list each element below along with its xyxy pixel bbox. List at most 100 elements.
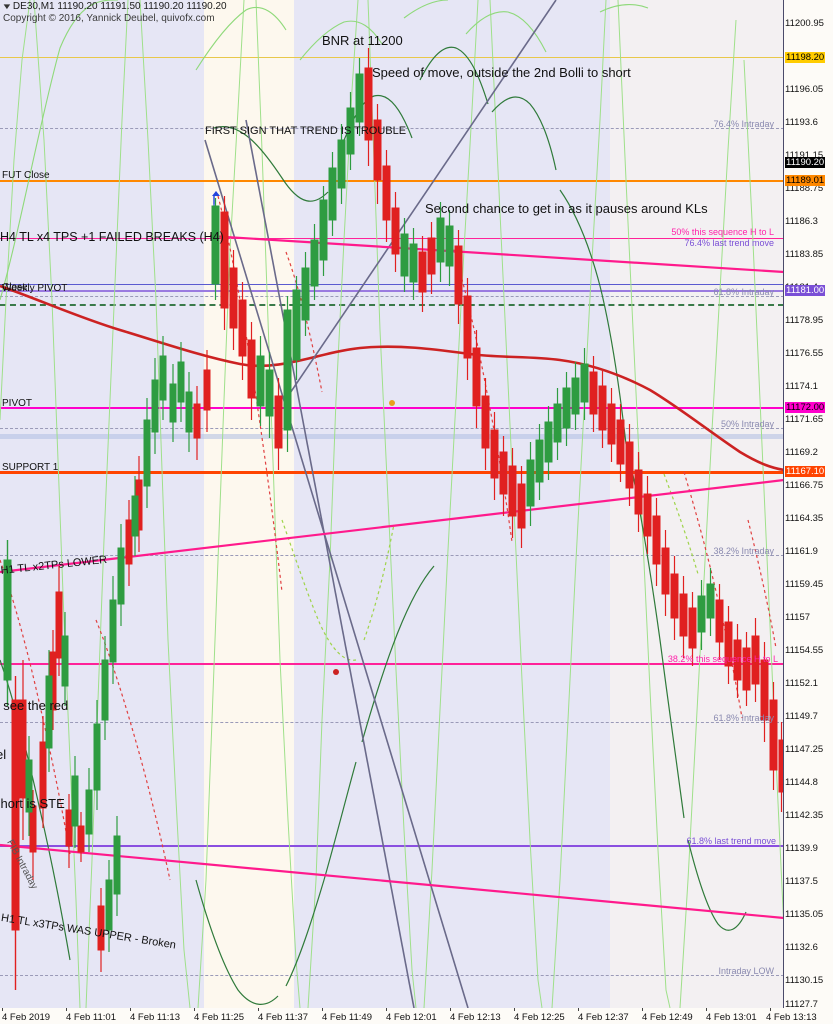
fib-label-382-intraday: 38.2% Intraday (713, 546, 774, 556)
price-axis[interactable]: 11200.95 11198.5 11196.05 11193.6 11191.… (785, 0, 833, 1010)
candlestick-series (3, 48, 784, 990)
time-tick: 4 Feb 13:13 (766, 1012, 817, 1023)
time-tick: 4 Feb 12:49 (642, 1012, 693, 1023)
chart-vector-layer (0, 0, 784, 1008)
price-tick: 11166.75 (785, 480, 824, 491)
annotation-speed-of-move: Speed of move, outside the 2nd Bolli to … (372, 65, 631, 80)
price-tag-fib764[interactable]: 11198.20 (785, 52, 826, 63)
price-tick: 11169.2 (785, 447, 818, 458)
level-line-close (0, 284, 784, 285)
gridline (0, 722, 784, 723)
fib-label-50-sequence: 50% this sequence H to L (671, 227, 774, 237)
time-tick: 4 Feb 12:37 (578, 1012, 629, 1023)
level-line-fib382-seq (0, 663, 784, 665)
bollinger-inner (0, 46, 747, 1005)
price-tick: 11127.7 (785, 999, 818, 1010)
gridline (0, 304, 784, 306)
level-line-fib764 (0, 57, 784, 58)
time-tick-mark (770, 1008, 771, 1011)
time-tick: 4 Feb 12:25 (514, 1012, 565, 1023)
time-tick-mark (130, 1008, 131, 1011)
price-tick: 11174.1 (785, 381, 818, 392)
price-tick: 11152.1 (785, 678, 818, 689)
time-tick: 4 Feb 11:37 (258, 1012, 309, 1023)
price-tick: 11147.25 (785, 744, 824, 755)
gridline (0, 296, 784, 297)
time-tick-mark (2, 1008, 3, 1011)
price-tick: 11188.75 (785, 183, 824, 194)
time-axis[interactable]: 4 Feb 2019 4 Feb 11:01 4 Feb 11:13 4 Feb… (0, 1008, 833, 1024)
price-tick: 11157 (785, 612, 811, 623)
time-tick-mark (514, 1008, 515, 1011)
price-tick: 11196.05 (785, 84, 824, 95)
price-tick: 11154.55 (785, 645, 824, 656)
price-tick: 11164.35 (785, 513, 824, 524)
price-tick: 11171.65 (785, 414, 824, 425)
price-tag-fut-close[interactable]: 11189.01 (785, 175, 826, 186)
annotation-first-sign: FIRST SIGN THAT TREND IS TROUBLE (205, 125, 407, 137)
annotation-bnr: BNR at 11200 (322, 33, 403, 48)
chart-plot-area[interactable]: FUT Close H4 TL x4 TPS +1 FAILED BREAKS … (0, 0, 784, 1008)
price-tag-pivot[interactable]: 11172.00 (785, 402, 826, 413)
annotation-i-see-the-red: I see the red (0, 698, 69, 713)
level-line-pivot (0, 407, 784, 409)
price-tick: 11161.9 (785, 546, 818, 557)
collapse-icon[interactable]: ▼ (1, 2, 13, 11)
fib-label-50-intraday: 50% Intraday (720, 419, 774, 429)
level-line-support1 (0, 471, 784, 474)
price-tick: 11159.45 (785, 579, 824, 590)
indicator-dotted-green (281, 473, 699, 661)
fib-label-intraday-low: Intraday LOW (718, 966, 774, 976)
price-tick: 11142.35 (785, 810, 824, 821)
price-tick: 11183.85 (785, 249, 824, 260)
gridline (0, 428, 784, 429)
price-tick: 11132.6 (785, 942, 818, 953)
level-label-h4-tl: H4 TL x4 TPS +1 FAILED BREAKS (H4) (0, 230, 224, 244)
annotation-short-is-ste: short is STE (0, 796, 65, 811)
copyright-text: Copyright © 2016, Yannick Deubel, quivof… (3, 13, 215, 24)
annotation-el: el (0, 747, 7, 762)
price-tick: 11176.55 (785, 348, 824, 359)
time-tick: 4 Feb 12:13 (450, 1012, 501, 1023)
time-tick-mark (706, 1008, 707, 1011)
price-tag-support1[interactable]: 11167.10 (785, 466, 826, 477)
bollinger-upper (0, 0, 649, 301)
time-tick: 4 Feb 11:13 (130, 1012, 181, 1023)
price-tick: 11193.6 (785, 117, 818, 128)
price-tick: 11130.15 (785, 975, 824, 986)
gridline (0, 555, 784, 556)
time-tick: 4 Feb 11:49 (322, 1012, 373, 1023)
price-tick: 11139.9 (785, 843, 818, 854)
time-tick-mark (322, 1008, 323, 1011)
fib-label-764-last-trend: 76.4% last trend move (684, 238, 774, 248)
price-tag-weekly-pivot[interactable]: 11181.00 (785, 285, 826, 296)
time-tick: 4 Feb 11:01 (66, 1012, 117, 1023)
trendline-grey (204, 0, 557, 1008)
price-tick: 11191.15 (785, 150, 824, 161)
price-tag-current[interactable]: 11190.20 (785, 157, 826, 168)
time-tick-mark (450, 1008, 451, 1011)
fib-label-618-intraday: 61.8% Intraday (713, 287, 774, 297)
price-tick: 11149.7 (785, 711, 818, 722)
level-label-weekly-pivot: Weekly PIVOT (2, 283, 68, 294)
level-label-close: Close (2, 282, 28, 293)
moving-average-red (0, 284, 784, 472)
time-tick: 4 Feb 12:01 (386, 1012, 437, 1023)
time-tick-mark (386, 1008, 387, 1011)
time-tick: 4 Feb 2019 (2, 1012, 51, 1023)
gridline (0, 128, 784, 129)
price-tick: 11186.3 (785, 216, 818, 227)
level-line-band-top (0, 434, 784, 439)
level-line-fut-close (0, 180, 784, 182)
price-tick: 11144.8 (785, 777, 818, 788)
level-label-support1: SUPPORT 1 (2, 462, 59, 473)
bollinger-outer (0, 0, 784, 1008)
level-line-fib618-trend (0, 845, 784, 847)
symbol-quote-text: DE30,M1 11190.20 11191.50 11190.20 11190… (12, 1, 227, 12)
price-tick: 11200.95 (785, 18, 824, 29)
annotation-second-chance: Second chance to get in as it pauses aro… (425, 201, 708, 216)
price-tick: 11135.05 (785, 909, 824, 920)
fib-label-764-intraday: 76.4% Intraday (713, 119, 774, 129)
session-band-light (204, 0, 294, 1008)
